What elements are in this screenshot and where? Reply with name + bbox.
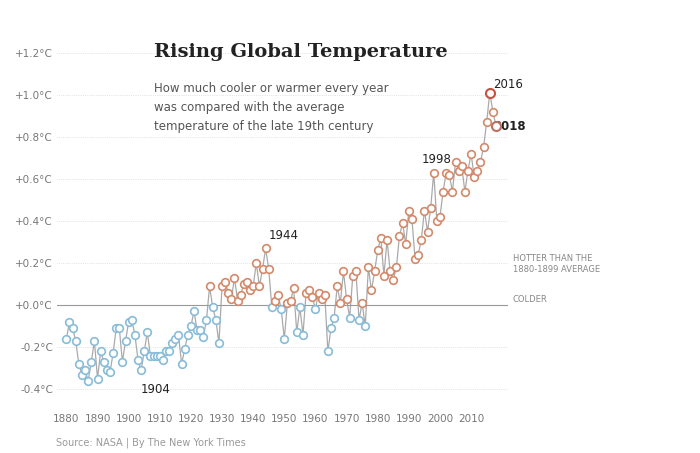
Text: 2016: 2016 [493,77,523,91]
Text: Rising Global Temperature: Rising Global Temperature [154,43,448,61]
Text: COLDER: COLDER [513,295,547,304]
Text: HOTTER THAN THE
1880-1899 AVERAGE: HOTTER THAN THE 1880-1899 AVERAGE [513,254,600,275]
Text: Source: NASA | By The New York Times: Source: NASA | By The New York Times [56,438,246,448]
Text: 1998: 1998 [421,154,452,166]
Text: 1904: 1904 [141,383,171,396]
Text: 2018: 2018 [493,120,526,133]
Text: How much cooler or warmer every year
was compared with the average
temperature o: How much cooler or warmer every year was… [154,82,389,133]
Text: 1944: 1944 [269,229,299,242]
